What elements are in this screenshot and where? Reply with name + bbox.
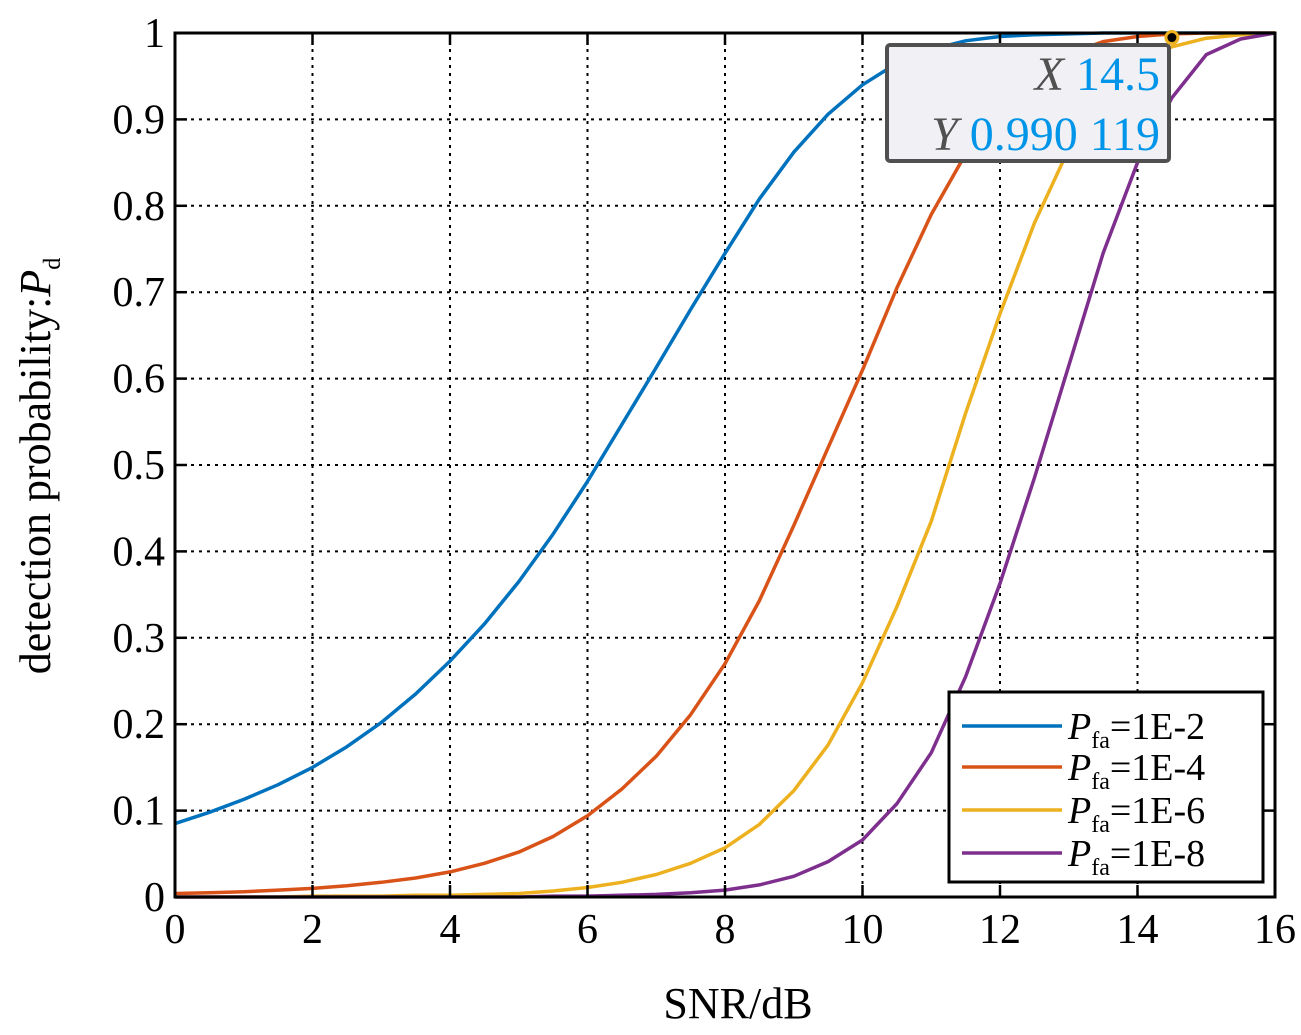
x-tick-label: 6 [577, 907, 598, 953]
data-tip-y: Y 0.990 119 [931, 108, 1160, 161]
data-tip-box [885, 43, 1171, 163]
x-tick-label: 4 [440, 907, 461, 953]
y-tick-label: 0.8 [113, 184, 166, 230]
x-tick-label: 0 [165, 907, 186, 953]
x-tick-label: 8 [715, 907, 736, 953]
y-axis-title-prefix: detection probability: [11, 297, 60, 675]
y-axis-title-symbol: P [11, 270, 60, 298]
x-tick-label: 2 [302, 907, 323, 953]
x-tick-label: 16 [1254, 907, 1296, 953]
y-tick-label: 0.3 [113, 616, 166, 662]
x-tick-label: 12 [979, 907, 1021, 953]
data-tip-x: X 14.5 [1033, 48, 1160, 101]
y-tick-label: 0.7 [113, 270, 166, 316]
y-tick-label: 0.4 [113, 529, 166, 575]
x-axis-title: SNR/dB [663, 979, 812, 1028]
legend-entry: Pfa=1E-8 [962, 833, 1205, 881]
legend-entry: Pfa=1E-4 [962, 747, 1205, 795]
grid-lines [175, 33, 1275, 897]
y-tick-label: 0.5 [113, 443, 166, 489]
y-tick-label: 1 [144, 11, 165, 57]
legend-box [947, 690, 1265, 884]
y-axis-title: detection probability:Pd [11, 258, 66, 674]
legend-label-2: Pfa=1E-4 [1067, 747, 1205, 795]
legend-label-1: Pfa=1E-2 [1067, 706, 1205, 754]
legend-entry: Pfa=1E-2 [962, 706, 1205, 754]
y-tick-label: 0.1 [113, 789, 166, 835]
legend-label-3: Pfa=1E-6 [1067, 790, 1205, 838]
legend-label-4: Pfa=1E-8 [1067, 833, 1205, 881]
y-tick-label: 0 [144, 875, 165, 921]
y-tick-label: 0.9 [113, 97, 166, 143]
x-tick-label: 10 [842, 907, 884, 953]
axis-ticks: 0 2 4 6 8 10 12 14 16 0 0.1 0.2 0.3 0.4 0.5 0.6 0.7 0.8 0.… [113, 11, 1297, 953]
y-tick-label: 0.2 [113, 702, 166, 748]
y-axis-title-subscript: d [40, 258, 66, 270]
data-tip-marker[interactable] [1164, 30, 1180, 46]
y-tick-label: 0.6 [113, 357, 166, 403]
data-tip[interactable]: X 14.5 Y 0.990 119 [885, 30, 1180, 163]
legend: Pfa=1E-2 Pfa=1E-4 Pfa=1E-6 Pfa=1E-8 [947, 690, 1265, 884]
x-tick-label: 14 [1117, 907, 1159, 953]
legend-entry: Pfa=1E-6 [962, 790, 1205, 838]
